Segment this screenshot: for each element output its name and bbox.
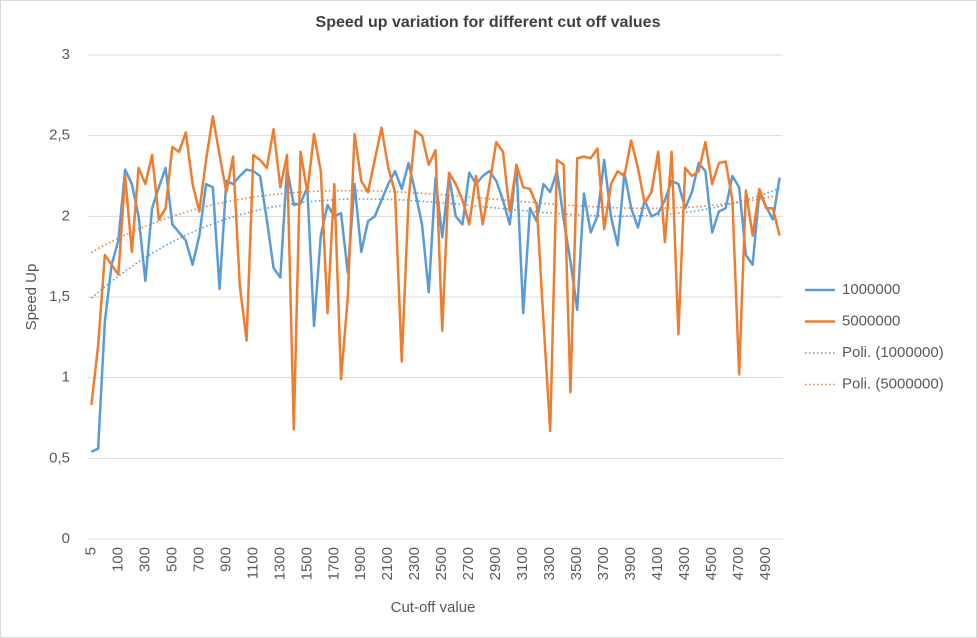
legend-label: Poli. (1000000) <box>842 344 944 361</box>
trend-line <box>90 187 780 299</box>
x-tick-label: 700 <box>190 547 207 572</box>
y-axis-title: Speed Up <box>23 264 40 331</box>
y-tick-label: 0 <box>62 530 70 547</box>
y-tick-label: 1 <box>62 369 70 386</box>
x-tick-label: 2300 <box>406 547 423 580</box>
x-tick-label: 1700 <box>325 547 342 580</box>
x-tick-label: 3100 <box>514 547 531 580</box>
x-tick-label: 2900 <box>487 547 504 580</box>
x-tick-label: 2700 <box>460 547 477 580</box>
y-tick-label: 2 <box>62 207 70 224</box>
y-tick-label: 3 <box>62 46 70 63</box>
x-tick-label: 500 <box>163 547 180 572</box>
x-tick-label: 1500 <box>298 547 315 580</box>
legend-label: 5000000 <box>842 312 900 329</box>
legend-label: Poli. (5000000) <box>842 375 944 392</box>
y-tick-label: 1,5 <box>49 288 70 305</box>
x-tick-label: 2500 <box>433 547 450 580</box>
trend-line <box>90 189 780 254</box>
x-tick-label: 100 <box>109 547 126 572</box>
x-tick-label: 4100 <box>649 547 666 580</box>
x-tick-label: 4300 <box>676 547 693 580</box>
x-tick-label: 5 <box>82 547 99 555</box>
data-line <box>90 115 781 433</box>
y-tick-label: 0,5 <box>49 449 70 466</box>
x-tick-label: 1100 <box>244 547 261 579</box>
x-tick-label: 3700 <box>595 547 612 580</box>
x-tick-label: 3500 <box>568 547 585 580</box>
chart-title: Speed up variation for different cut off… <box>316 14 661 31</box>
x-tick-label: 900 <box>217 547 234 572</box>
x-tick-label: 3900 <box>622 547 639 580</box>
x-tick-label: 1900 <box>352 547 369 580</box>
x-axis-title: Cut-off value <box>391 599 476 616</box>
legend-label: 1000000 <box>842 281 900 298</box>
x-tick-label: 4700 <box>730 547 747 580</box>
x-tick-label: 1300 <box>271 547 288 580</box>
x-tick-label: 4500 <box>703 547 720 580</box>
x-tick-label: 2100 <box>379 547 396 580</box>
x-tick-label: 300 <box>136 547 153 572</box>
y-tick-label: 2,5 <box>49 127 70 144</box>
x-tick-label: 3300 <box>541 547 558 580</box>
x-tick-label: 4900 <box>757 547 774 580</box>
